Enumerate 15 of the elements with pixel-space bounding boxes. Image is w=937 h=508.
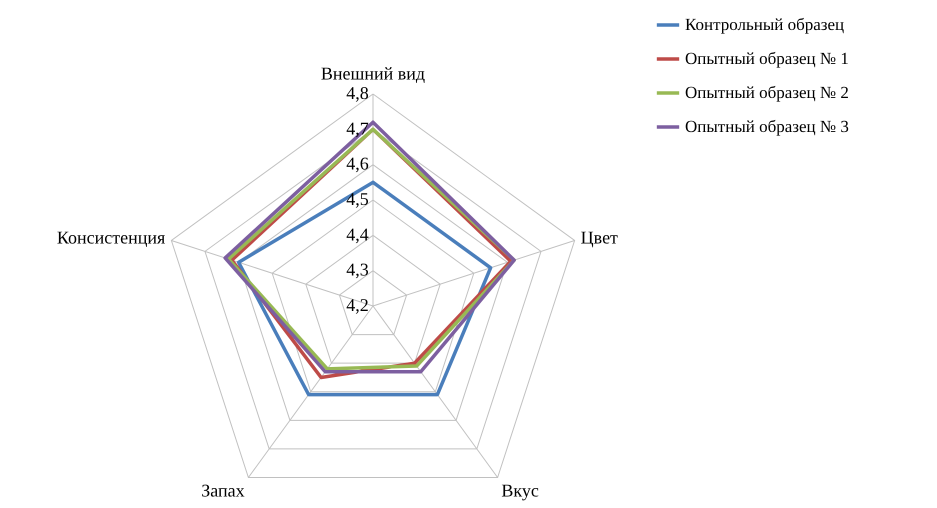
- y-tick-label: 4,3: [346, 260, 369, 280]
- legend-label: Контрольный образец: [685, 15, 844, 34]
- y-tick-label: 4,4: [346, 224, 369, 244]
- y-tick-label: 4,5: [346, 189, 369, 209]
- spoke-label: Консистенция: [56, 228, 166, 248]
- spoke-label: Цвет: [580, 228, 618, 248]
- spoke-label: Внешний вид: [320, 63, 426, 84]
- legend-label: Опытный образец № 2: [685, 83, 849, 102]
- y-tick-label: 4,8: [346, 83, 369, 103]
- spoke-label: Вкус: [501, 480, 539, 501]
- legend-label: Опытный образец № 1: [685, 49, 849, 68]
- y-tick-label: 4,2: [346, 295, 369, 315]
- y-tick-label: 4,6: [346, 154, 369, 174]
- legend-label: Опытный образец № 3: [685, 117, 849, 136]
- spoke-label: Запах: [201, 480, 245, 501]
